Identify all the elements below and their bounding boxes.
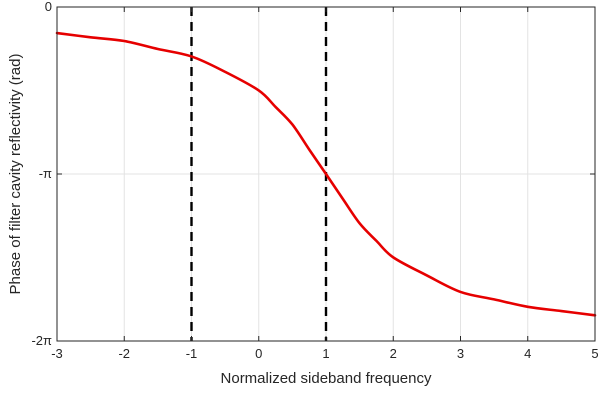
x-axis-title: Normalized sideband frequency (221, 370, 432, 387)
x-tick-label-3: 0 (255, 346, 262, 361)
x-tick-label-7: 4 (524, 346, 531, 361)
x-tick-label-8: 5 (591, 346, 598, 361)
y-axis: 0 -π -2π (31, 0, 595, 348)
x-tick-label-1: -2 (118, 346, 130, 361)
x-axis: -3 -2 -1 0 1 2 3 4 5 (51, 7, 598, 361)
phase-curve (55, 31, 597, 317)
x-tick-label-4: 1 (322, 346, 329, 361)
x-tick-label-2: -1 (186, 346, 198, 361)
x-tick-label-0: -3 (51, 346, 63, 361)
y-tick-label-2: -2π (31, 333, 52, 348)
y-tick-label-0: 0 (45, 0, 52, 14)
y-axis-title: Phase of filter cavity reflectivity (rad… (7, 54, 24, 295)
y-tick-label-1: -π (39, 166, 52, 181)
x-tick-label-6: 3 (457, 346, 464, 361)
x-tick-label-5: 2 (390, 346, 397, 361)
